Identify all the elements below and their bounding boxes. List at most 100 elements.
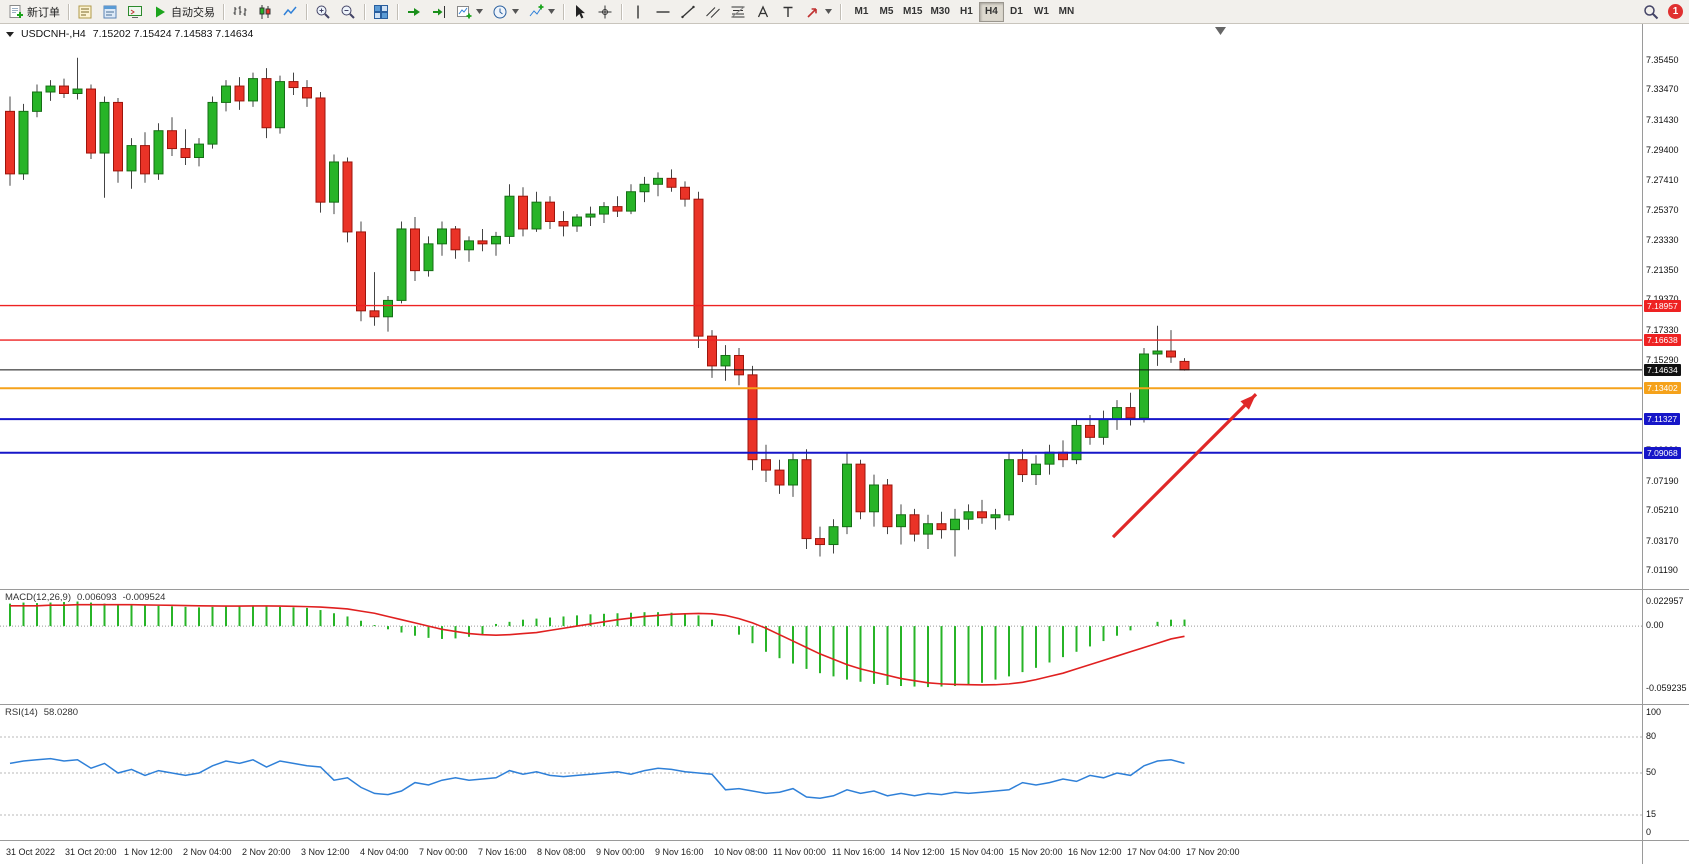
channel-button[interactable] xyxy=(701,2,725,22)
price-tag-support-1[interactable]: 7.11327 xyxy=(1644,413,1681,426)
auto-trading-icon xyxy=(156,6,165,17)
price-tag-resistance-1[interactable]: 7.18957 xyxy=(1644,299,1681,312)
new-order-button[interactable]: 新订单 xyxy=(4,2,64,22)
candle-body xyxy=(396,228,407,301)
candle-body xyxy=(855,463,866,513)
candle-body xyxy=(653,177,663,185)
bar-chart-button[interactable] xyxy=(228,2,252,22)
candle-body xyxy=(1139,353,1149,419)
price-tag-pivot[interactable]: 7.13402 xyxy=(1644,382,1681,395)
panel-separator xyxy=(1643,589,1689,590)
candle-body xyxy=(693,198,704,337)
candle-body xyxy=(1004,459,1014,516)
time-axis-label: 9 Nov 00:00 xyxy=(596,847,645,857)
data-window-button[interactable] xyxy=(98,2,122,22)
line-chart-button[interactable] xyxy=(278,2,302,22)
time-axis[interactable]: 31 Oct 2022 31 Oct 20:00 1 Nov 12:00 2 Nov … xyxy=(0,840,1642,864)
fibonacci-button[interactable] xyxy=(726,2,750,22)
price-tag-support-2[interactable]: 7.09068 xyxy=(1644,446,1681,459)
candlestick-chart-button[interactable] xyxy=(253,2,277,22)
rsi-canvas[interactable] xyxy=(0,705,1642,840)
timeframe-m5-button[interactable]: M5 xyxy=(874,2,899,22)
candle-body xyxy=(545,201,555,223)
rsi-axis-label: 100 xyxy=(1646,707,1662,717)
timeframe-d1-button[interactable]: D1 xyxy=(1004,2,1029,22)
horizontal-line-button[interactable] xyxy=(651,2,675,22)
chart-shift-marker[interactable] xyxy=(1215,27,1226,35)
price-axis-label: 7.33470 xyxy=(1646,84,1679,95)
vertical-line-button[interactable] xyxy=(626,2,650,22)
timeframe-m30-button[interactable]: M30 xyxy=(926,2,953,22)
candle-body xyxy=(248,78,258,102)
candle-body xyxy=(626,191,636,212)
candle-body xyxy=(153,130,164,175)
new-chart-icon xyxy=(457,5,472,18)
price-chart-canvas[interactable] xyxy=(0,24,1642,589)
trend-arrow-shaft[interactable] xyxy=(1111,393,1258,539)
tile-windows-button[interactable] xyxy=(369,2,393,22)
candle-body xyxy=(275,81,285,129)
new-chart-button[interactable] xyxy=(452,2,487,22)
price-scale[interactable]: 7.35450 7.33470 7.31430 7.29400 7.27410 7.253… xyxy=(1642,24,1689,864)
time-axis-label: 10 Nov 08:00 xyxy=(714,847,768,857)
notification-badge[interactable]: 1 xyxy=(1668,4,1683,19)
auto-trading-button[interactable]: 自动交易 xyxy=(148,2,219,22)
time-axis-label: 31 Oct 2022 xyxy=(6,847,56,857)
time-axis-label: 7 Nov 00:00 xyxy=(419,847,468,857)
chevron-down-icon xyxy=(476,9,483,14)
time-axis-label: 8 Nov 08:00 xyxy=(537,847,586,857)
macd-axis-label: -0.059235 xyxy=(1646,683,1687,694)
arrow-tool-icon xyxy=(807,7,817,18)
timeframe-h1-button[interactable]: H1 xyxy=(954,2,979,22)
vertical-line-icon xyxy=(637,5,639,18)
price-axis-label: 7.05210 xyxy=(1646,505,1679,516)
time-axis-label: 7 Nov 16:00 xyxy=(478,847,527,857)
timeframe-h4-button[interactable]: H4 xyxy=(978,1,1004,22)
market-watch-button[interactable] xyxy=(73,2,97,22)
auto-scroll-button[interactable] xyxy=(402,2,426,22)
candle-body xyxy=(666,177,677,188)
cursor-button[interactable] xyxy=(568,2,592,22)
timeframe-mn-button[interactable]: MN xyxy=(1054,2,1079,22)
candle-body xyxy=(423,243,434,272)
timeframe-m15-button[interactable]: M15 xyxy=(899,2,926,22)
price-chart-panel[interactable]: USDCNH-,H4 7.15202 7.15424 7.14583 7.146… xyxy=(0,24,1642,589)
price-tag-resistance-2[interactable]: 7.16638 xyxy=(1644,334,1681,347)
chart-area: USDCNH-,H4 7.15202 7.15424 7.14583 7.146… xyxy=(0,24,1689,864)
zoom-in-button[interactable] xyxy=(311,2,335,22)
toolbar: 新订单 自动交易 xyxy=(0,0,1689,24)
rsi-title: RSI(14) xyxy=(5,707,38,718)
search-icon xyxy=(1644,4,1659,19)
candle-body xyxy=(923,523,933,535)
price-axis-label: 7.35450 xyxy=(1646,55,1679,65)
price-axis-label: 7.27410 xyxy=(1646,174,1679,185)
text-label-icon xyxy=(783,6,793,17)
arrows-tool-button[interactable] xyxy=(801,2,836,22)
rsi-label: RSI(14) 58.0280 xyxy=(5,707,78,718)
candle-body xyxy=(720,354,731,367)
rsi-panel[interactable]: RSI(14) 58.0280 xyxy=(0,704,1642,840)
crosshair-button[interactable] xyxy=(593,2,617,22)
candle-body xyxy=(356,231,366,312)
text-label-button[interactable] xyxy=(776,2,800,22)
zoom-out-button[interactable] xyxy=(336,2,360,22)
price-tag-current-price[interactable]: 7.14634 xyxy=(1644,363,1681,376)
timeframe-m1-button[interactable]: M1 xyxy=(849,2,874,22)
price-axis-label: 7.07190 xyxy=(1646,475,1679,486)
text-button[interactable] xyxy=(751,2,775,22)
trend-arrow-head[interactable] xyxy=(1240,394,1256,410)
search-button[interactable] xyxy=(1639,2,1663,22)
panel-separator xyxy=(1643,840,1689,841)
trendline-button[interactable] xyxy=(676,2,700,22)
indicators-button[interactable] xyxy=(524,2,559,22)
terminal-button[interactable] xyxy=(123,2,147,22)
macd-canvas[interactable] xyxy=(0,590,1642,704)
plot-column: USDCNH-,H4 7.15202 7.15424 7.14583 7.146… xyxy=(0,24,1642,864)
candle-body xyxy=(761,459,771,471)
candle-body xyxy=(32,91,42,112)
timeframe-w1-button[interactable]: W1 xyxy=(1029,2,1054,22)
macd-panel[interactable]: MACD(12,26,9) 0.006093 -0.009524 xyxy=(0,589,1642,704)
chart-shift-button[interactable] xyxy=(427,2,451,22)
periods-button[interactable] xyxy=(488,2,523,22)
